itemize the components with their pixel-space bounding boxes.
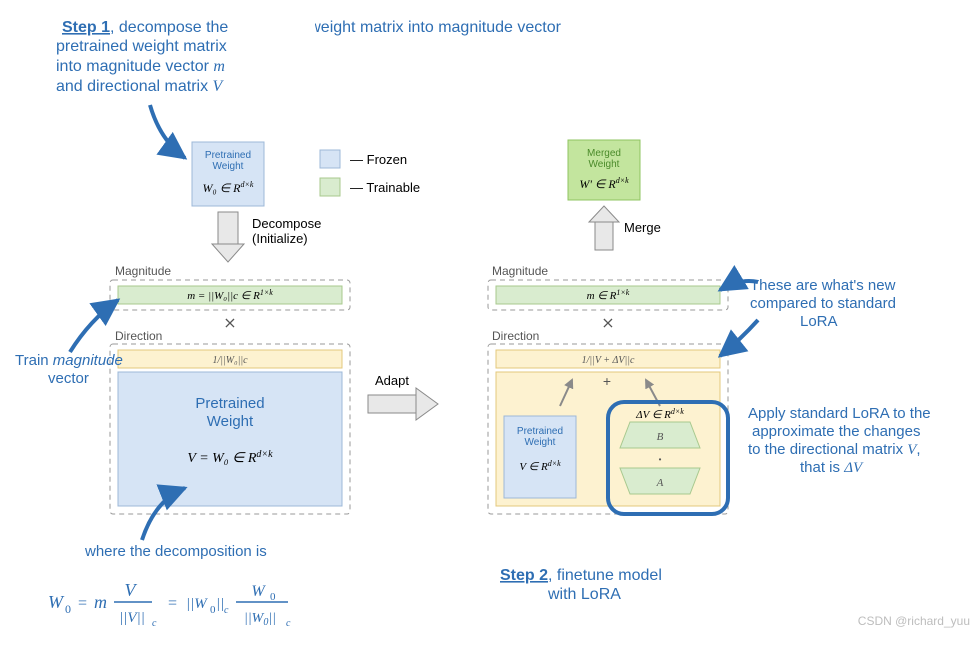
svg-text:=: = xyxy=(78,595,87,612)
decompose-arrow: Decompose(Initialize) xyxy=(212,212,321,262)
svg-text:||W0||: ||W0|| xyxy=(244,611,276,628)
plus-sym: + xyxy=(603,373,611,389)
pretrained-box-left: PretrainedWeight W₀ ∈ Rd×k xyxy=(192,142,264,206)
new-callout: These are what's newcompared to standard… xyxy=(750,277,896,330)
lora-a-label: A xyxy=(656,477,664,489)
magnitude-label-left: Magnitude xyxy=(115,264,171,278)
svg-text:||W: ||W xyxy=(186,596,208,612)
lora-callout: Apply standard LoRA to the approximate t… xyxy=(748,405,935,476)
svg-text:— Trainable: — Trainable xyxy=(350,180,420,195)
direction-label-right: Direction xyxy=(492,329,539,343)
merged-box: MergedWeight W' ∈ Rd×k xyxy=(568,140,640,200)
legend: — Frozen — Trainable xyxy=(320,150,420,196)
svg-text:MergedWeight: MergedWeight xyxy=(587,148,621,170)
svg-text:c: c xyxy=(286,618,291,629)
svg-text:||V||: ||V|| xyxy=(119,610,145,626)
mult-right: ⨯ xyxy=(601,315,614,332)
svg-text:Decompose(Initialize): Decompose(Initialize) xyxy=(252,216,321,246)
svg-text:— Frozen: — Frozen xyxy=(350,152,407,167)
svg-text:c: c xyxy=(224,605,229,616)
dir-header-right-text: 1/||V + ΔV||c xyxy=(582,355,635,366)
watermark: CSDN @richard_yuu xyxy=(858,614,970,628)
arrow-step1 xyxy=(150,105,185,158)
magnitude-label-right: Magnitude xyxy=(492,264,548,278)
mult-left: ⨯ xyxy=(223,315,236,332)
direction-label-left: Direction xyxy=(115,329,162,343)
svg-text:0: 0 xyxy=(270,591,276,603)
diagram-canvas: Step 1, decompose the pretrained weight … xyxy=(0,0,977,647)
svg-text:m: m xyxy=(94,592,107,612)
svg-text:Merge: Merge xyxy=(624,220,661,235)
svg-text:Adapt: Adapt xyxy=(375,373,409,388)
decomp-formula: W0 = m V ||V||c = ||W0||c W0 ||W0||c xyxy=(48,580,291,629)
step2-text: Step 2, finetune model with LoRA xyxy=(500,567,666,603)
svg-text:0: 0 xyxy=(65,602,71,616)
svg-text:W: W xyxy=(48,592,65,612)
svg-text:W: W xyxy=(251,583,266,600)
svg-text:c: c xyxy=(152,618,157,629)
lora-b-label: B xyxy=(657,431,664,443)
adapt-arrow: Adapt xyxy=(368,373,438,420)
merge-arrow: Merge xyxy=(589,206,661,250)
arrow-new-2 xyxy=(720,320,758,356)
dir-header-left-text: 1/||W₀||c xyxy=(212,355,248,366)
svg-text:V: V xyxy=(125,580,138,600)
svg-text:=: = xyxy=(168,595,177,612)
decomp-callout: where the decomposition is xyxy=(84,543,267,560)
pretrained-big-left xyxy=(118,372,342,506)
train-mag-callout: Train magnitudevector xyxy=(15,352,123,387)
svg-text:||: || xyxy=(216,596,224,612)
dot-ab: • xyxy=(659,455,662,464)
